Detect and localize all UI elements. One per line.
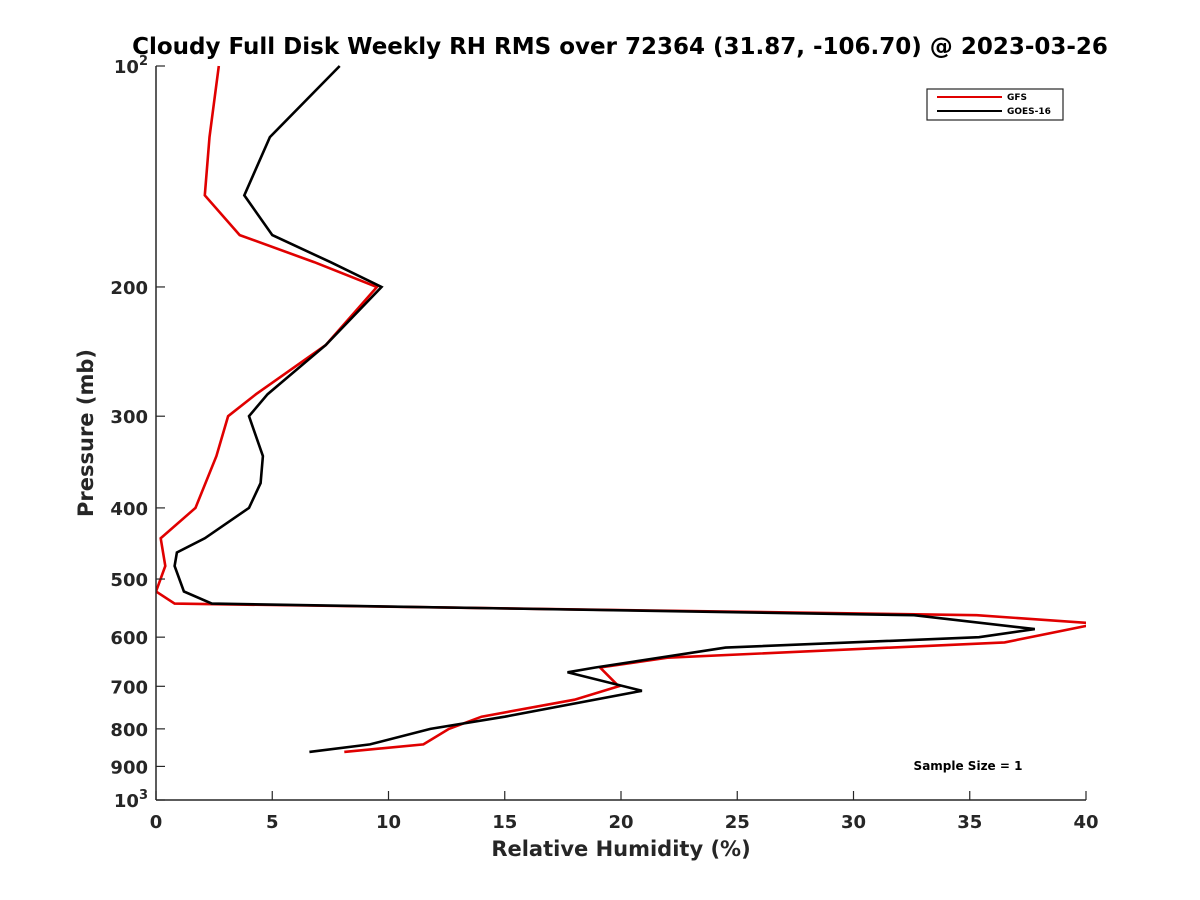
sample-size-annotation: Sample Size = 1	[914, 759, 1023, 773]
x-tick-label: 25	[725, 812, 750, 833]
y-tick-label: 600	[110, 628, 148, 649]
y-tick-label: 300	[110, 407, 148, 428]
y-tick-label: 900	[110, 757, 148, 778]
legend: GFS GOES-16	[926, 88, 1064, 121]
x-tick-label: 20	[608, 812, 633, 833]
y-axis-label: Pressure (mb)	[74, 349, 98, 517]
x-tick-label: 0	[150, 812, 163, 833]
x-ticks: 0 5 10 15 20 25 30 35 40	[150, 791, 1099, 833]
x-tick-label: 40	[1073, 812, 1098, 833]
x-tick-label: 5	[266, 812, 279, 833]
y-tick-label: 800	[110, 720, 148, 741]
y-tick-label: 102	[114, 54, 148, 78]
x-tick-label: 30	[841, 812, 866, 833]
y-ticks: 102 200 300 400 500 600 700 800 900 103	[110, 54, 165, 812]
y-tick-label: 103	[114, 788, 148, 812]
x-tick-label: 15	[492, 812, 517, 833]
y-tick-label: 200	[110, 278, 148, 299]
y-tick-label: 400	[110, 499, 148, 520]
chart-title: Cloudy Full Disk Weekly RH RMS over 7236…	[132, 34, 1108, 60]
x-tick-label: 35	[957, 812, 982, 833]
legend-label-gfs: GFS	[1007, 93, 1027, 103]
legend-box	[926, 88, 1064, 121]
legend-label-goes16: GOES-16	[1007, 107, 1051, 117]
x-tick-label: 10	[376, 812, 401, 833]
y-tick-label: 500	[110, 570, 148, 591]
y-tick-label: 700	[110, 677, 148, 698]
x-axis-label: Relative Humidity (%)	[491, 837, 750, 861]
series-line-goes-16	[173, 65, 1035, 754]
